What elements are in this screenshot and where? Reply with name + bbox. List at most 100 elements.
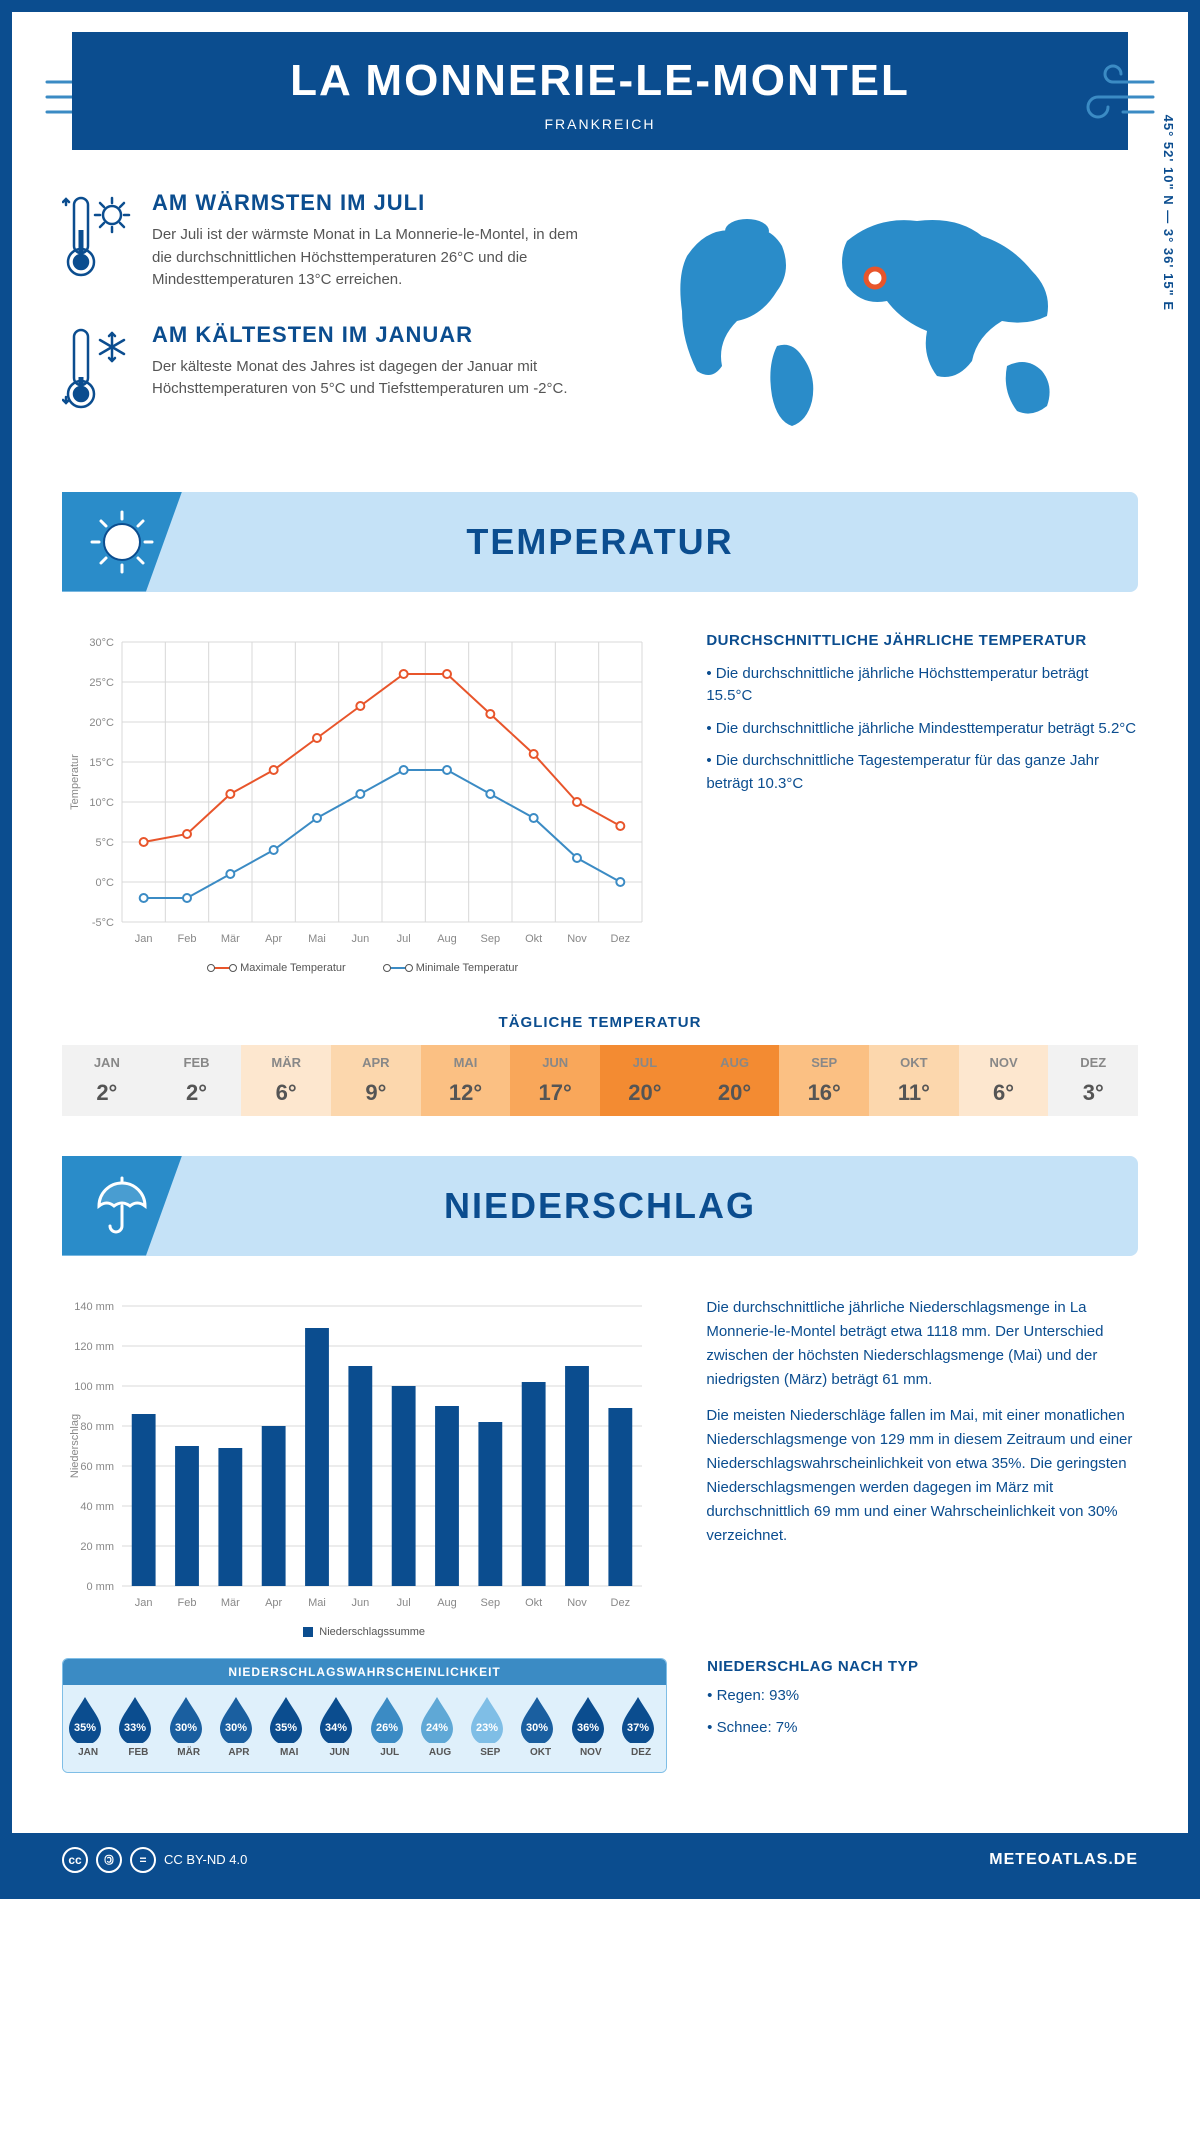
svg-text:Okt: Okt	[525, 1597, 542, 1609]
svg-text:0 mm: 0 mm	[87, 1581, 115, 1593]
svg-text:120 mm: 120 mm	[74, 1341, 114, 1353]
coldest-title: AM KÄLTESTEN IM JANUAR	[152, 322, 585, 348]
temp-legend: Maximale Temperatur Minimale Temperatur	[62, 962, 666, 974]
cc-icon: cc	[62, 1847, 88, 1873]
daily-cell: AUG20°	[690, 1045, 780, 1116]
precip-type-bullet: • Schnee: 7%	[707, 1717, 1138, 1740]
temp-bullet: • Die durchschnittliche Tagestemperatur …	[706, 750, 1138, 795]
svg-text:35%: 35%	[275, 1722, 297, 1734]
svg-text:30%: 30%	[526, 1722, 548, 1734]
svg-text:23%: 23%	[476, 1722, 498, 1734]
svg-text:Jan: Jan	[135, 1597, 153, 1609]
svg-text:-5°C: -5°C	[92, 917, 114, 929]
svg-text:Jul: Jul	[397, 933, 411, 945]
svg-text:33%: 33%	[124, 1722, 146, 1734]
temp-text-heading: DURCHSCHNITTLICHE JÄHRLICHE TEMPERATUR	[706, 632, 1138, 649]
coldest-block: AM KÄLTESTEN IM JANUAR Der kälteste Mona…	[62, 322, 585, 412]
daily-cell: JUN17°	[510, 1045, 600, 1116]
legend-max-marker	[210, 967, 234, 969]
thermometer-sun-icon	[62, 190, 132, 292]
license-block: cc 🄯 = CC BY-ND 4.0	[62, 1847, 247, 1873]
svg-text:Dez: Dez	[611, 1597, 631, 1609]
umbrella-icon	[62, 1156, 182, 1256]
svg-text:25°C: 25°C	[89, 677, 114, 689]
footer: cc 🄯 = CC BY-ND 4.0 METEOATLAS.DE	[12, 1833, 1188, 1887]
daily-cell: APR9°	[331, 1045, 421, 1116]
daily-cell: JAN2°	[62, 1045, 152, 1116]
svg-text:10°C: 10°C	[89, 797, 114, 809]
svg-text:30%: 30%	[175, 1722, 197, 1734]
precip-type-heading: NIEDERSCHLAG NACH TYP	[707, 1658, 1138, 1675]
svg-text:Feb: Feb	[178, 1597, 197, 1609]
legend-min-label: Minimale Temperatur	[416, 962, 519, 974]
page-subtitle: FRANKREICH	[92, 116, 1108, 132]
svg-text:15°C: 15°C	[89, 757, 114, 769]
svg-text:80 mm: 80 mm	[80, 1421, 114, 1433]
nd-icon: =	[130, 1847, 156, 1873]
svg-text:Feb: Feb	[178, 933, 197, 945]
legend-min-marker	[386, 967, 410, 969]
precip-legend: Niederschlagssumme	[62, 1626, 666, 1638]
precip-drop: 23%SEP	[465, 1685, 515, 1766]
thermometer-snow-icon	[62, 322, 132, 412]
precip-drop: 33%FEB	[113, 1685, 163, 1766]
daily-cell: NOV6°	[959, 1045, 1049, 1116]
precip-drop: 30%MÄR	[164, 1685, 214, 1766]
daily-cell: MAI12°	[421, 1045, 511, 1116]
legend-max-label: Maximale Temperatur	[240, 962, 346, 974]
svg-text:35%: 35%	[74, 1722, 96, 1734]
svg-text:Jun: Jun	[351, 933, 369, 945]
legend-bar-marker	[303, 1627, 313, 1637]
svg-text:Mär: Mär	[221, 933, 240, 945]
svg-text:Dez: Dez	[611, 933, 631, 945]
svg-text:Jan: Jan	[135, 933, 153, 945]
page-title: LA MONNERIE-LE-MONTEL	[92, 56, 1108, 106]
by-icon: 🄯	[96, 1847, 122, 1873]
temp-bullet: • Die durchschnittliche jährliche Mindes…	[706, 718, 1138, 741]
coldest-text: Der kälteste Monat des Jahres ist dagege…	[152, 356, 585, 401]
daily-temp-row: JAN2°FEB2°MÄR6°APR9°MAI12°JUN17°JUL20°AU…	[62, 1045, 1138, 1116]
svg-text:Apr: Apr	[265, 933, 282, 945]
world-map	[615, 190, 1138, 442]
precip-type-block: NIEDERSCHLAG NACH TYP • Regen: 93% • Sch…	[707, 1658, 1138, 1750]
svg-text:36%: 36%	[577, 1722, 599, 1734]
coordinates: 45° 52' 10" N — 3° 36' 15" E	[1161, 114, 1176, 310]
svg-text:Niederschlag: Niederschlag	[69, 1413, 81, 1477]
precip-drop: 24%AUG	[415, 1685, 465, 1766]
precip-drop: 36%NOV	[566, 1685, 616, 1766]
daily-cell: MÄR6°	[241, 1045, 331, 1116]
temp-heading: TEMPERATUR	[466, 521, 733, 563]
header-banner: LA MONNERIE-LE-MONTEL FRANKREICH	[72, 32, 1128, 150]
svg-text:26%: 26%	[376, 1722, 398, 1734]
precip-drop: 37%DEZ	[616, 1685, 666, 1766]
precip-drop: 26%JUL	[365, 1685, 415, 1766]
svg-text:60 mm: 60 mm	[80, 1461, 114, 1473]
precip-prob-box: NIEDERSCHLAGSWAHRSCHEINLICHKEIT 35%JAN33…	[62, 1658, 667, 1773]
legend-bar-label: Niederschlagssumme	[319, 1626, 425, 1638]
precip-drop: 35%JAN	[63, 1685, 113, 1766]
daily-cell: JUL20°	[600, 1045, 690, 1116]
svg-text:20 mm: 20 mm	[80, 1541, 114, 1553]
svg-text:5°C: 5°C	[96, 837, 115, 849]
license-text: CC BY-ND 4.0	[164, 1852, 247, 1867]
svg-text:37%: 37%	[627, 1722, 649, 1734]
svg-text:34%: 34%	[325, 1722, 347, 1734]
svg-text:Jul: Jul	[397, 1597, 411, 1609]
precip-type-bullet: • Regen: 93%	[707, 1685, 1138, 1708]
svg-text:Mai: Mai	[308, 933, 326, 945]
daily-cell: OKT11°	[869, 1045, 959, 1116]
daily-title: TÄGLICHE TEMPERATUR	[12, 1014, 1188, 1031]
temp-bullet: • Die durchschnittliche jährliche Höchst…	[706, 663, 1138, 708]
intro-section: AM WÄRMSTEN IM JULI Der Juli ist der wär…	[12, 150, 1188, 472]
infographic: LA MONNERIE-LE-MONTEL FRANKREICH AM WÄRM…	[0, 0, 1200, 1899]
svg-text:30%: 30%	[225, 1722, 247, 1734]
svg-text:20°C: 20°C	[89, 717, 114, 729]
svg-text:Sep: Sep	[481, 1597, 501, 1609]
site-name: METEOATLAS.DE	[989, 1851, 1138, 1869]
svg-text:Temperatur: Temperatur	[69, 753, 81, 809]
svg-text:0°C: 0°C	[96, 877, 115, 889]
precip-para: Die durchschnittliche jährliche Niedersc…	[706, 1296, 1138, 1392]
svg-text:Aug: Aug	[437, 933, 457, 945]
svg-text:Okt: Okt	[525, 933, 542, 945]
warmest-title: AM WÄRMSTEN IM JULI	[152, 190, 585, 216]
